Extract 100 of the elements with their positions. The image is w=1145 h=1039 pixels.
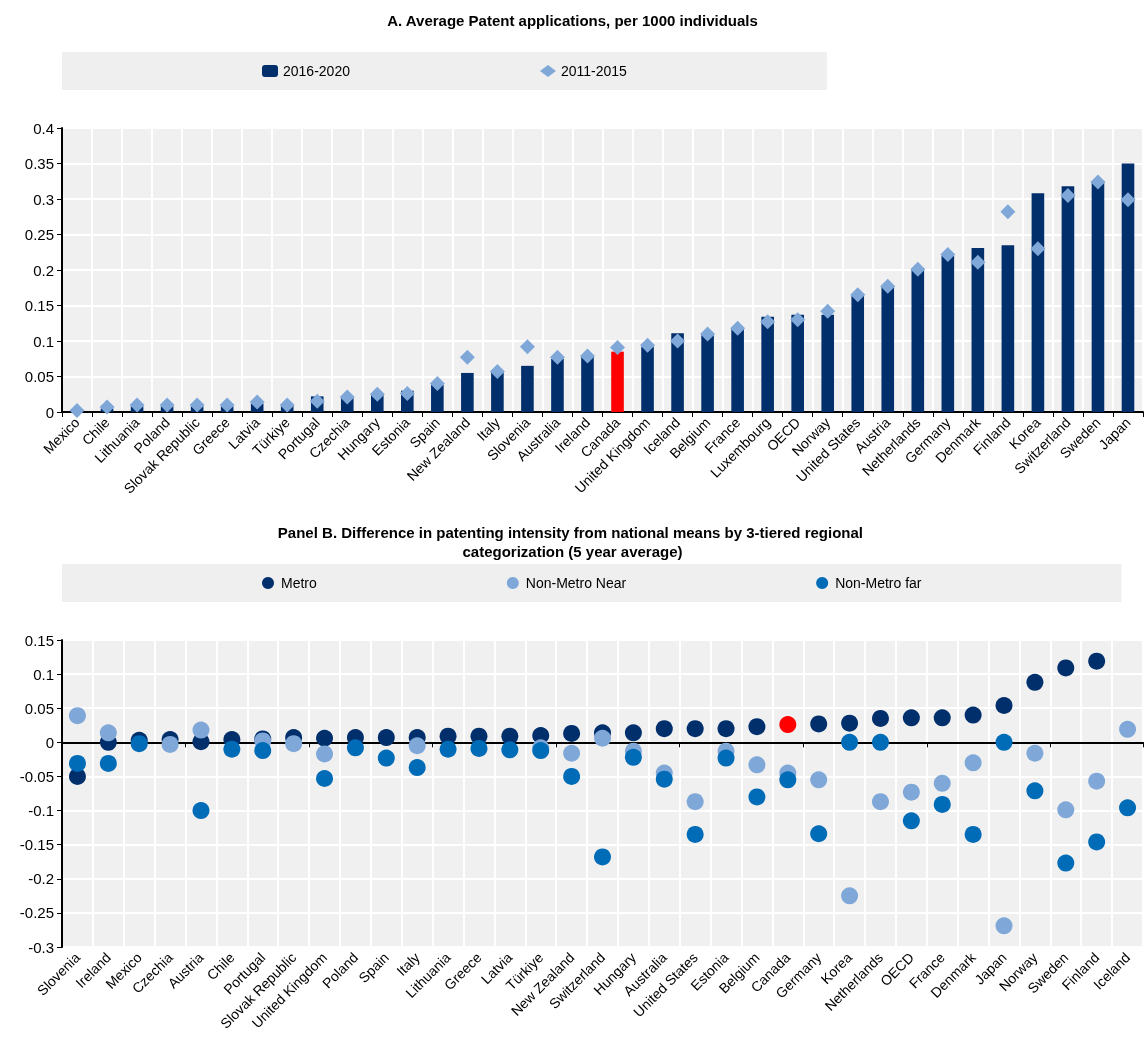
point [192,721,210,739]
point [563,767,581,785]
point [316,745,334,763]
point [871,733,889,751]
legend-label: 2011-2015 [560,63,628,79]
point [995,697,1013,714]
bar [1031,193,1045,412]
point [910,261,926,277]
bar [581,356,594,412]
point [686,825,704,843]
point [779,716,797,734]
point [519,339,535,355]
point [880,278,896,294]
point [1057,801,1075,819]
y-tick-label: 0.2 [33,261,54,279]
y-tick-label: 0.1 [33,665,54,683]
point [130,735,148,753]
y-tick-label: 0.25 [24,226,54,243]
point [99,399,115,415]
y-tick-label: 0.15 [24,297,54,314]
point [1026,673,1044,691]
point [820,303,836,319]
point [316,729,334,747]
y-tick-label: -0.25 [19,904,54,922]
point [346,739,364,757]
point [700,326,716,342]
bar [1121,163,1135,412]
point [129,397,145,413]
bar [851,294,865,412]
point [810,825,828,843]
point [1088,772,1106,790]
point [1060,187,1076,203]
point [748,788,766,806]
bar [551,358,564,412]
point [429,376,445,392]
bar [461,372,474,412]
bar [791,314,804,412]
point [594,729,611,747]
y-tick-label: 0 [45,403,54,421]
point [686,720,704,738]
y-tick-label: 0.05 [24,368,54,385]
point [249,394,265,410]
bar [521,365,534,412]
point [563,724,581,742]
bar [701,335,714,412]
point [68,754,86,772]
point [99,754,117,772]
point [610,339,626,355]
legend-label: 2016-2020 [283,63,351,79]
point [624,724,642,742]
y-tick-label: 0.15 [24,631,54,649]
point [995,733,1013,751]
point [189,397,205,413]
point [717,720,735,738]
point [933,709,951,727]
point [850,287,866,303]
bar [641,346,654,412]
point [219,397,235,413]
point [1057,659,1075,677]
point [940,246,956,262]
point [408,759,426,777]
bar [611,351,624,412]
point [549,349,565,365]
point [730,320,746,336]
point [655,720,673,738]
bar [761,316,774,412]
point [254,742,272,760]
point [285,735,303,753]
y-tick-label: 0.35 [24,155,54,172]
point [933,795,951,813]
y-tick-label: 0.3 [33,190,54,208]
point [841,714,859,732]
bar [731,328,744,412]
point [790,312,806,328]
point [223,740,241,758]
point [99,724,117,742]
point [717,749,735,767]
point [470,739,488,757]
point [159,397,175,413]
point [841,733,859,751]
bar [1091,181,1105,412]
point [489,364,505,380]
point [1088,833,1106,851]
point [408,737,426,755]
y-tick-label: 0.05 [24,699,54,717]
bar [971,247,985,412]
point [779,771,797,789]
point [841,887,859,905]
point [748,718,766,736]
point [279,397,295,413]
point [192,802,210,820]
point [377,729,395,747]
point [871,793,889,811]
legend-label: Non-Metro far [835,575,922,591]
point [871,709,889,727]
bar [1061,186,1075,412]
point [1090,174,1106,190]
y-tick-label: -0.3 [28,938,54,956]
point [1057,854,1075,872]
legend-label: Metro [281,575,317,591]
